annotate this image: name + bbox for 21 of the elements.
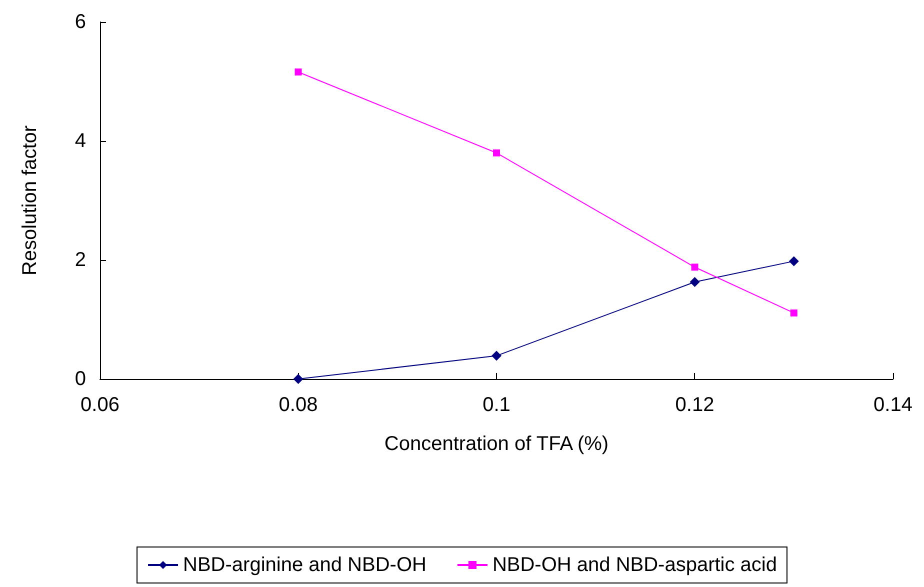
x-axis-title: Concentration of TFA (%)	[384, 433, 609, 455]
y-tick-label: 0	[74, 368, 86, 390]
y-tick-label: 2	[74, 249, 86, 271]
x-tick-label: 0.08	[278, 394, 318, 416]
point	[294, 68, 302, 76]
legend-label: NBD-arginine and NBD-OH	[183, 554, 426, 576]
point	[493, 149, 500, 156]
y-tick-label: 6	[74, 11, 86, 33]
point	[690, 277, 700, 288]
x-tick-label: 0.14	[874, 394, 912, 416]
point	[788, 256, 799, 266]
point	[293, 374, 304, 384]
point	[691, 264, 698, 271]
x-tick-label: 0.06	[80, 394, 120, 416]
x-tick-label: 0.12	[675, 394, 714, 416]
point	[790, 309, 798, 316]
y-axis-title: Resolution factor	[19, 125, 41, 276]
point	[492, 350, 502, 361]
legend-label: NBD-OH and NBD-aspartic acid	[492, 554, 777, 576]
y-tick-label: 4	[74, 130, 86, 152]
x-tick-label: 0.1	[482, 394, 510, 416]
